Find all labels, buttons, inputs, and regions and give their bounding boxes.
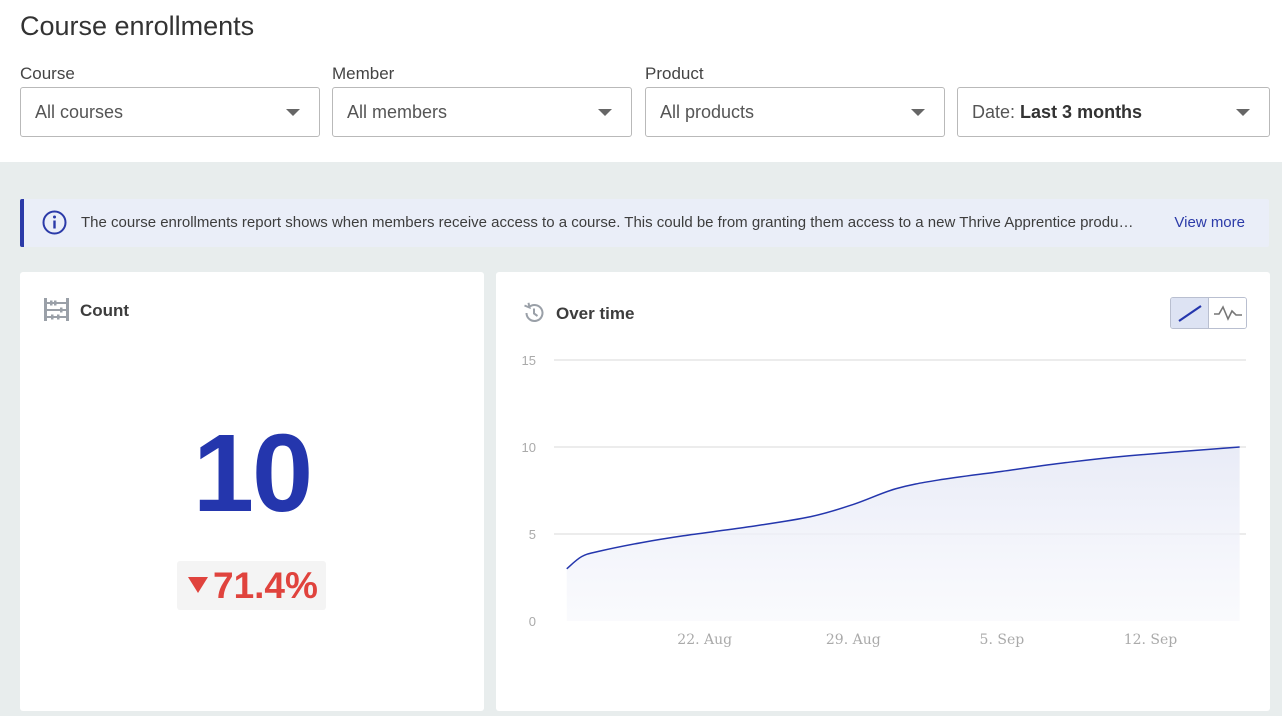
caret-down-icon — [911, 109, 925, 116]
caret-down-icon — [1236, 109, 1250, 116]
date-select-prefix: Date: — [972, 102, 1016, 122]
count-card: Count 10 71.4% — [20, 272, 484, 711]
course-select-value: All courses — [35, 102, 124, 122]
series-area — [566, 447, 1240, 621]
x-tick-label: 29. Aug — [826, 632, 881, 648]
member-filter-label: Member — [332, 64, 395, 83]
caret-down-icon — [286, 109, 300, 116]
info-text: The course enrollments report shows when… — [81, 214, 1134, 231]
x-tick-label: 22. Aug — [677, 632, 732, 648]
date-select[interactable]: Date: Last 3 months — [957, 87, 1270, 137]
arrow-down-icon — [188, 577, 208, 593]
y-tick-label: 10 — [522, 440, 536, 455]
abacus-icon — [44, 298, 69, 321]
product-filter: Product All products — [645, 64, 945, 137]
x-tick-label: 5. Sep — [980, 632, 1025, 648]
y-tick-label: 15 — [522, 353, 536, 368]
series-line — [566, 446, 1240, 570]
cumulative-line-icon — [1178, 305, 1202, 322]
over-time-card: Over time 0 5 10 15 22. Aug 29. Aug 5. Sep 12. … — [496, 272, 1270, 711]
info-icon — [42, 210, 67, 235]
product-filter-label: Product — [645, 64, 704, 83]
count-delta-value: 71.4% — [213, 565, 318, 606]
member-filter: Member All members — [332, 64, 632, 137]
over-time-title: Over time — [556, 304, 635, 323]
filter-header: Course enrollments Course All courses Me… — [0, 0, 1282, 162]
x-tick-label: 12. Sep — [1124, 632, 1178, 648]
product-select-value: All products — [660, 102, 755, 122]
enrollments-over-time-chart: 0 5 10 15 22. Aug 29. Aug 5. Sep 12. Sep — [522, 353, 1246, 648]
count-title: Count — [80, 301, 130, 320]
course-filter-label: Course — [20, 64, 75, 83]
course-select[interactable]: All courses — [20, 87, 320, 137]
info-banner: The course enrollments report shows when… — [20, 199, 1269, 247]
member-select-value: All members — [347, 102, 448, 122]
cumulative-mode-button[interactable] — [1171, 298, 1209, 328]
date-select-value: Last 3 months — [1020, 102, 1143, 122]
history-icon — [524, 302, 544, 322]
chart-mode-toggle — [1170, 297, 1247, 329]
caret-down-icon — [598, 109, 612, 116]
view-more-link[interactable]: View more — [1174, 214, 1245, 231]
course-filter: Course All courses — [20, 64, 320, 137]
count-delta-badge: 71.4% — [177, 561, 326, 610]
y-tick-label: 5 — [529, 527, 536, 542]
y-tick-label: 0 — [529, 614, 536, 629]
trend-line-icon — [1214, 305, 1242, 321]
member-select[interactable]: All members — [332, 87, 632, 137]
trend-mode-button[interactable] — [1209, 298, 1246, 328]
page-title: Course enrollments — [20, 11, 255, 41]
count-value: 10 — [192, 412, 313, 535]
product-select[interactable]: All products — [645, 87, 945, 137]
